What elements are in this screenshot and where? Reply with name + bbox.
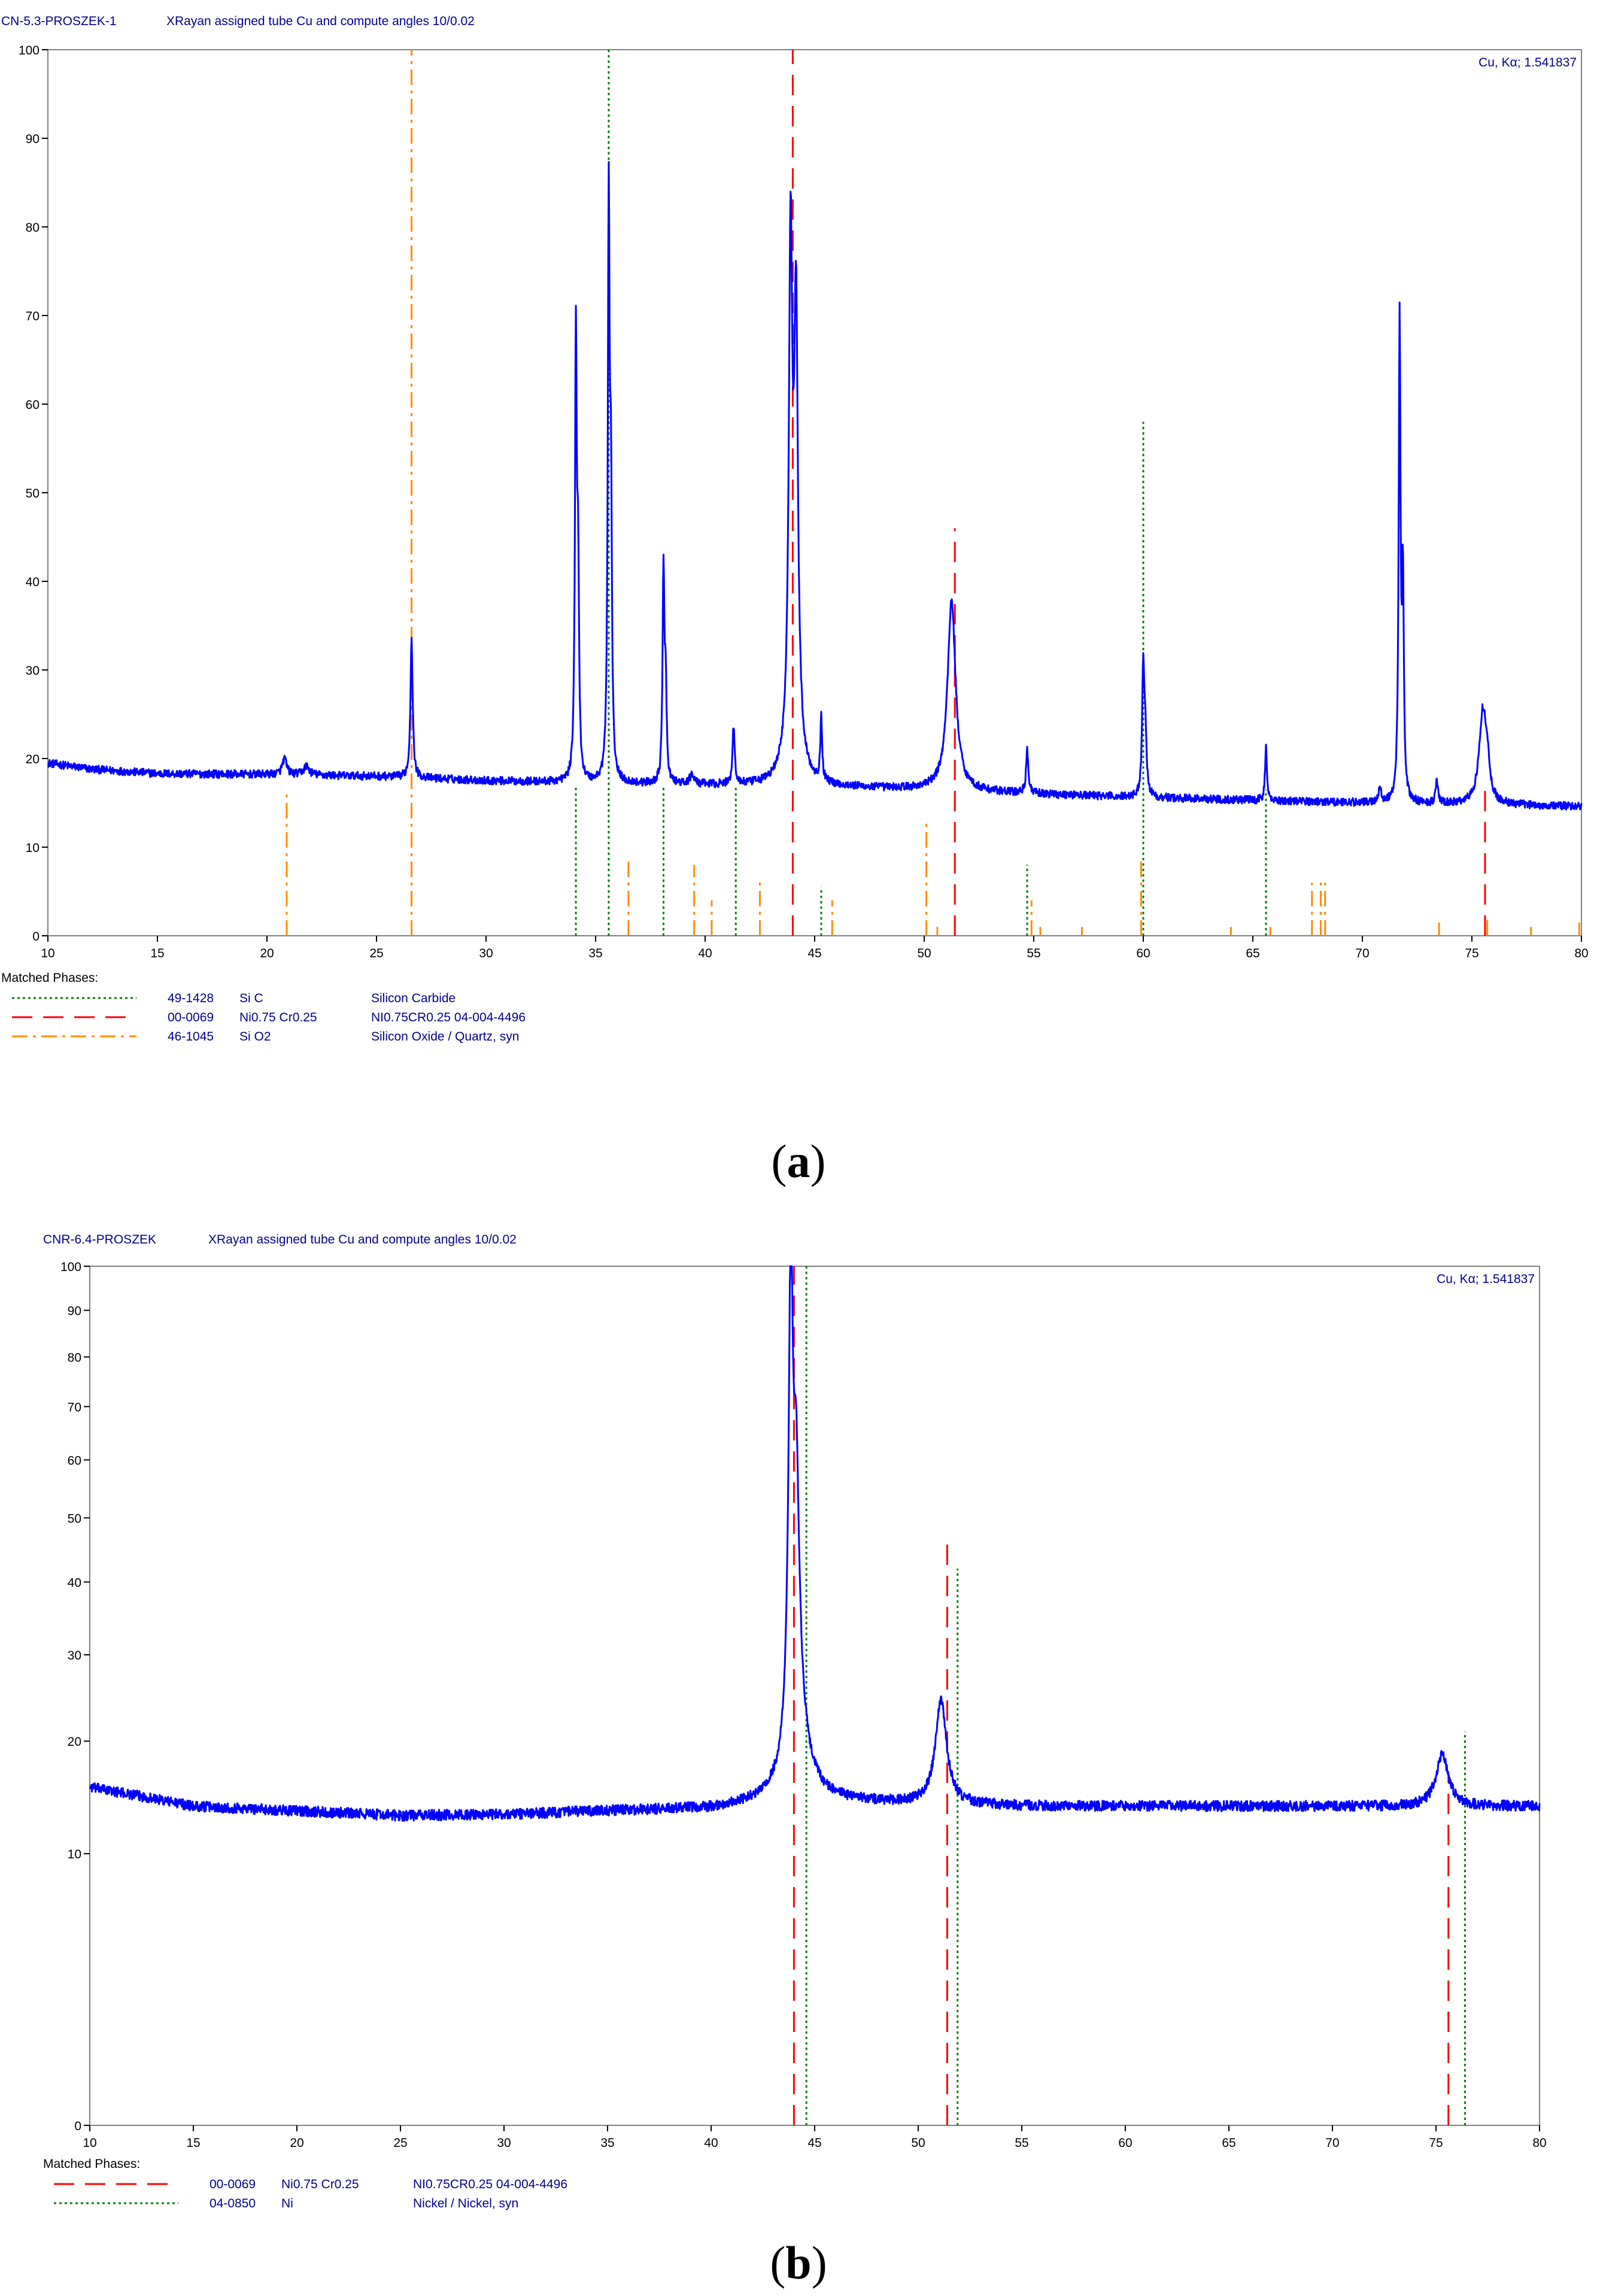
scan-info: XRayan assigned tube Cu and compute angl…	[166, 14, 475, 28]
legend-heading: Matched Phases:	[1, 971, 98, 985]
x-tick-label: 80	[1574, 947, 1588, 960]
x-tick-label: 60	[1136, 947, 1150, 960]
x-tick-label: 50	[911, 2136, 925, 2150]
caption-a: (a)	[771, 1135, 826, 1187]
y-tick-label: 50	[26, 487, 40, 501]
x-tick-label: 20	[260, 947, 274, 960]
x-tick-label: 10	[83, 2136, 96, 2150]
y-tick-label: 30	[68, 1649, 81, 1663]
x-tick-label: 25	[393, 2136, 407, 2150]
y-tick-label: 100	[19, 44, 40, 57]
x-tick-label: 30	[497, 2136, 511, 2150]
y-tick-label: 40	[26, 575, 40, 589]
legend-formula: Ni	[281, 2197, 293, 2210]
xrd-plot-a: CN-5.3-PROSZEK-1 XRayan assigned tube Cu …	[1, 14, 1589, 1044]
legend-heading: Matched Phases:	[43, 2157, 140, 2171]
y-tick-label: 30	[26, 664, 40, 678]
legend-code: 00-0069	[168, 1011, 214, 1024]
xrd-plot-b: CNR-6.4-PROSZEK XRayan assigned tube Cu a…	[43, 1233, 1547, 2210]
y-tick-label: 0	[74, 2119, 81, 2133]
caption-b: (b)	[770, 2237, 827, 2289]
legend-name: Nickel / Nickel, syn	[413, 2197, 518, 2210]
legend-name: NI0.75CR0.25 04-004-4496	[371, 1011, 526, 1024]
x-tick-label: 35	[588, 947, 602, 960]
legend-name: Silicon Carbide	[371, 991, 456, 1005]
y-tick-label: 50	[68, 1512, 81, 1525]
y-tick-label: 10	[68, 1848, 81, 1861]
x-tick-label: 65	[1222, 2136, 1235, 2150]
x-tick-label: 45	[807, 2136, 821, 2150]
y-tick-label: 100	[60, 1260, 81, 1274]
x-tick-label: 40	[698, 947, 712, 960]
y-tick-label: 90	[68, 1305, 81, 1318]
xrd-chart-b: CNR-6.4-PROSZEK XRayan assigned tube Cu a…	[0, 1209, 1597, 2239]
y-tick-label: 90	[26, 132, 40, 146]
caption-b-label: b	[785, 2237, 812, 2289]
x-tick-label: 40	[704, 2136, 718, 2150]
plot-frame	[89, 1266, 1540, 2126]
y-tick-label: 80	[68, 1351, 81, 1364]
y-tick-label: 80	[26, 221, 40, 235]
y-tick-label: 20	[68, 1735, 81, 1749]
x-tick-label: 55	[1015, 2136, 1028, 2150]
y-tick-label: 70	[26, 310, 40, 323]
legend-name: NI0.75CR0.25 04-004-4496	[413, 2177, 567, 2191]
x-tick-label: 30	[479, 947, 493, 960]
legend-code: 04-0850	[210, 2197, 256, 2210]
scan-info: XRayan assigned tube Cu and compute angl…	[208, 1233, 517, 1246]
x-tick-label: 75	[1465, 947, 1478, 960]
legend-code: 46-1045	[168, 1030, 214, 1044]
legend-formula: Si C	[239, 991, 263, 1005]
caption-a-label: a	[787, 1135, 810, 1187]
x-tick-label: 20	[290, 2136, 303, 2150]
x-tick-label: 50	[917, 947, 931, 960]
legend-code: 00-0069	[210, 2177, 256, 2191]
y-tick-label: 60	[68, 1454, 81, 1467]
matched-phases-legend: Matched Phases: 00-0069 Ni0.75 Cr0.25 NI0.7…	[43, 2157, 567, 2210]
x-tick-label: 80	[1532, 2136, 1546, 2150]
radiation-label: Cu, Kα; 1.541837	[1478, 56, 1577, 69]
y-tick-label: 60	[26, 398, 40, 412]
x-tick-label: 75	[1429, 2136, 1443, 2150]
legend-formula: Ni0.75 Cr0.25	[239, 1011, 317, 1024]
diffraction-pattern	[47, 160, 1583, 811]
x-tick-label: 55	[1027, 947, 1040, 960]
x-tick-label: 60	[1118, 2136, 1132, 2150]
x-tick-label: 25	[369, 947, 383, 960]
x-tick-label: 15	[150, 947, 164, 960]
x-tick-label: 35	[600, 2136, 614, 2150]
xrd-chart-a: CN-5.3-PROSZEK-1 XRayan assigned tube Cu …	[0, 0, 1597, 1138]
sample-name: CNR-6.4-PROSZEK	[43, 1233, 156, 1246]
diffraction-pattern	[89, 1265, 1541, 1822]
y-tick-label: 0	[32, 930, 40, 944]
legend-formula: Si O2	[239, 1030, 271, 1044]
matched-phases-legend: Matched Phases: 49-1428 Si C Silicon Carbid…	[1, 971, 526, 1044]
radiation-label: Cu, Kα; 1.541837	[1437, 1272, 1535, 1286]
y-tick-label: 70	[68, 1400, 81, 1414]
x-tick-label: 65	[1246, 947, 1259, 960]
legend-formula: Ni0.75 Cr0.25	[281, 2177, 359, 2191]
y-tick-label: 20	[26, 753, 40, 766]
x-tick-label: 70	[1355, 947, 1369, 960]
y-tick-label: 10	[26, 841, 40, 855]
x-tick-label: 45	[807, 947, 821, 960]
sample-name: CN-5.3-PROSZEK-1	[1, 14, 117, 28]
legend-name: Silicon Oxide / Quartz, syn	[371, 1030, 519, 1044]
y-tick-label: 40	[68, 1576, 81, 1590]
x-tick-label: 10	[41, 947, 54, 960]
legend-code: 49-1428	[168, 991, 214, 1005]
x-tick-label: 70	[1325, 2136, 1339, 2150]
x-tick-label: 15	[186, 2136, 200, 2150]
